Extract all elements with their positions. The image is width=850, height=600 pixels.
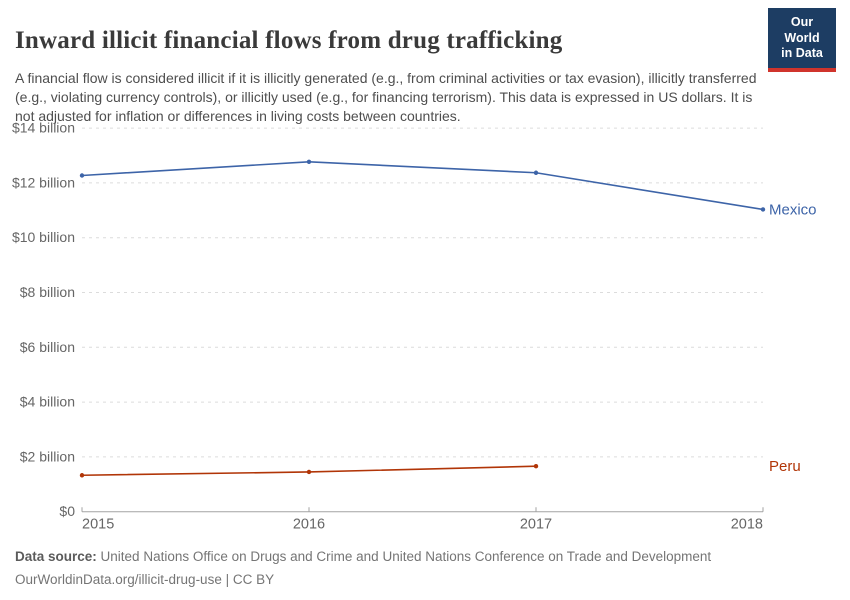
data-point-mexico[interactable] <box>306 159 312 165</box>
citation-line[interactable]: OurWorldinData.org/illicit-drug-use | CC… <box>15 572 275 587</box>
y-tick-label: $8 billion <box>20 284 75 300</box>
data-source-line: Data source: United Nations Office on Dr… <box>15 546 835 568</box>
data-point-mexico[interactable] <box>533 170 539 175</box>
y-tick-label: $0 <box>59 503 75 519</box>
chart-footer: Data source: United Nations Office on Dr… <box>15 546 835 591</box>
data-point-peru[interactable] <box>533 464 539 469</box>
line-chart: $0 $2 billion $4 billion $6 billion $8 billi… <box>12 120 817 533</box>
y-tick-label: $10 billion <box>12 229 75 245</box>
owid-logo-line2: in Data <box>781 46 823 61</box>
chart-subtitle: A financial flow is considered illicit i… <box>15 70 757 124</box>
x-tick-label: 2018 <box>731 517 763 533</box>
y-tick-label: $14 billion <box>12 120 75 136</box>
y-tick-label: $12 billion <box>12 174 75 190</box>
x-tick-label: 2017 <box>520 517 552 533</box>
x-tick-label: 2015 <box>82 517 114 533</box>
data-point-peru[interactable] <box>306 469 312 475</box>
data-source-label: Data source: <box>15 549 97 564</box>
owid-logo-line1: Our World <box>784 15 820 45</box>
y-tick-label: $4 billion <box>20 394 75 410</box>
y-tick-label: $2 billion <box>20 448 75 464</box>
data-source-text: United Nations Office on Drugs and Crime… <box>100 549 712 564</box>
page-title: Inward illicit financial flows from drug… <box>15 26 563 54</box>
x-tick-label: 2016 <box>293 517 325 533</box>
data-point-mexico[interactable] <box>760 207 766 212</box>
owid-logo[interactable]: Our World in Data <box>768 8 836 72</box>
y-tick-label: $6 billion <box>20 339 75 355</box>
series-label-mexico[interactable]: Mexico <box>769 201 817 218</box>
data-point-peru[interactable] <box>79 473 85 478</box>
series-line-mexico[interactable] <box>81 161 764 211</box>
data-point-mexico[interactable] <box>79 173 85 178</box>
series-label-peru[interactable]: Peru <box>769 458 801 475</box>
